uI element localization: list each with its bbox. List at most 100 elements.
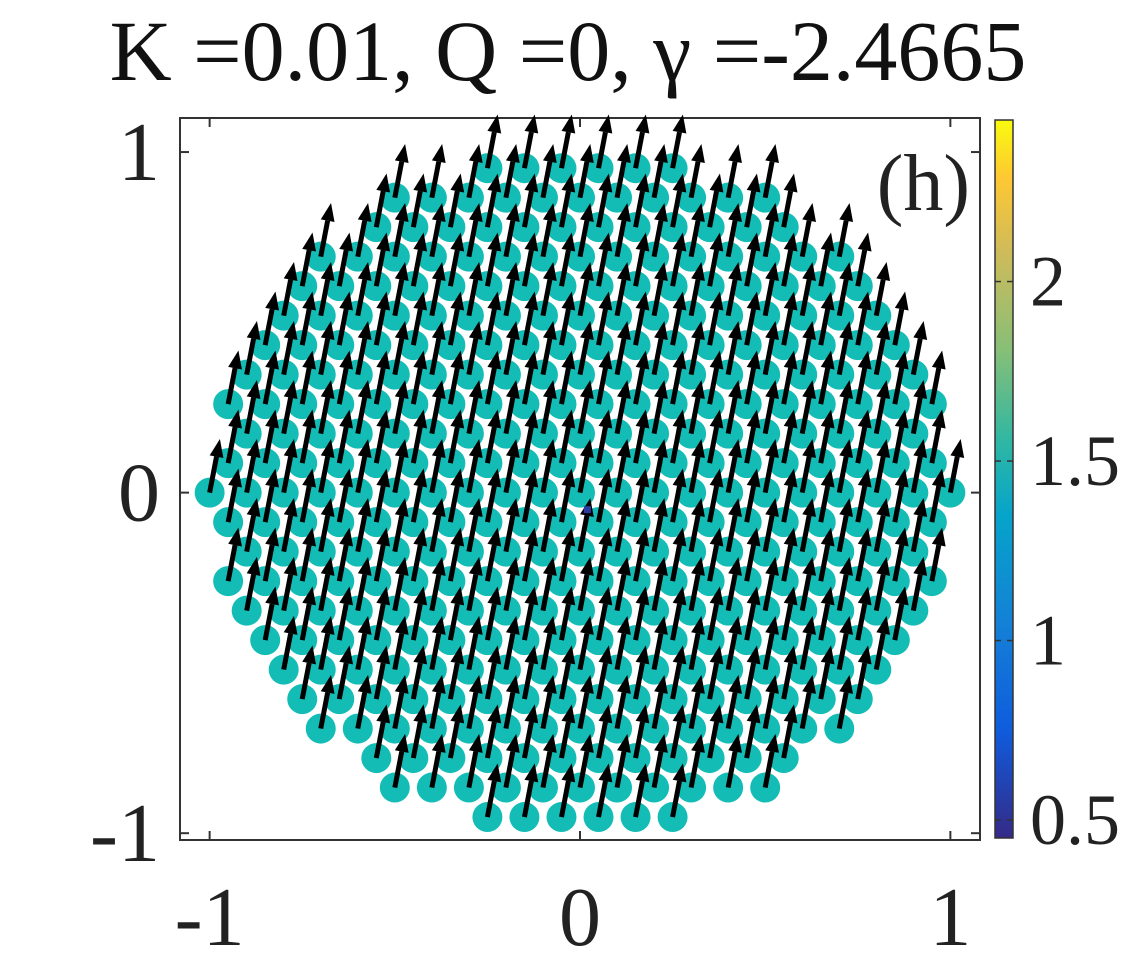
- vector-shaft: [318, 574, 331, 612]
- vector-head: [691, 261, 705, 281]
- vector-head: [302, 586, 316, 606]
- vector-head: [561, 173, 576, 193]
- vector-shaft: [392, 397, 405, 435]
- vector-head: [468, 438, 483, 458]
- vector-shaft: [799, 574, 812, 612]
- vector-shaft: [725, 574, 738, 612]
- vector-head: [654, 674, 668, 694]
- vector-shaft: [207, 456, 219, 494]
- vector-head: [672, 409, 687, 429]
- vector-shaft: [707, 721, 719, 759]
- vector-shaft: [707, 544, 719, 582]
- vector-shaft: [503, 279, 516, 317]
- vector-head: [654, 733, 668, 753]
- vector-shaft: [299, 662, 312, 700]
- vector-shaft: [762, 220, 775, 258]
- vector-head: [487, 645, 502, 665]
- vector-head: [654, 438, 668, 458]
- vector-shaft: [410, 603, 423, 641]
- vector-shaft: [336, 426, 349, 464]
- vector-shaft: [651, 279, 664, 317]
- vector-head: [394, 320, 409, 340]
- vector-shaft: [410, 721, 423, 759]
- vector-shaft: [262, 544, 275, 582]
- vector-shaft: [725, 515, 738, 553]
- vector-head: [487, 291, 502, 311]
- vector-shaft: [725, 456, 738, 494]
- colorbar-tick-label: 2: [1030, 242, 1066, 322]
- vector-shaft: [596, 544, 608, 582]
- vector-head: [468, 674, 483, 694]
- vector-shaft: [521, 780, 534, 818]
- vector-head: [376, 350, 391, 370]
- vector-head: [635, 704, 650, 724]
- vector-shaft: [429, 338, 442, 376]
- vector-head: [728, 144, 742, 164]
- vector-head: [468, 320, 483, 340]
- vector-head: [302, 232, 316, 252]
- vector-shaft: [688, 456, 701, 494]
- vector-head: [913, 320, 928, 340]
- vector-head: [728, 438, 742, 458]
- vector-head: [894, 409, 909, 429]
- vector-shaft: [429, 456, 442, 494]
- vector-head: [487, 232, 502, 252]
- vector-head: [820, 409, 835, 429]
- vector-shaft: [447, 367, 460, 405]
- vector-head: [654, 144, 668, 164]
- vector-shaft: [799, 397, 812, 435]
- vector-head: [302, 527, 316, 547]
- vector-shaft: [540, 751, 553, 789]
- vector-head: [228, 409, 242, 429]
- vector-shaft: [633, 485, 645, 523]
- vector-head: [894, 586, 909, 606]
- vector-head: [857, 232, 872, 252]
- vector-shaft: [466, 456, 479, 494]
- vector-head: [598, 527, 613, 547]
- vector-head: [894, 350, 909, 370]
- vector-shaft: [355, 456, 368, 494]
- vector-shaft: [873, 633, 886, 671]
- vector-shaft: [447, 603, 460, 641]
- vector-shaft: [244, 456, 257, 494]
- vector-head: [376, 645, 391, 665]
- vector-head: [302, 468, 316, 488]
- vector-shaft: [633, 721, 645, 759]
- vector-shaft: [725, 751, 738, 789]
- vector-head: [783, 173, 798, 193]
- vector-head: [561, 704, 576, 724]
- vector-shaft: [281, 279, 294, 317]
- vector-shaft: [707, 662, 719, 700]
- vector-head: [709, 527, 724, 547]
- vector-shaft: [670, 780, 682, 818]
- vector-shaft: [318, 456, 331, 494]
- vector-shaft: [855, 308, 868, 346]
- vector-shaft: [614, 456, 627, 494]
- vector-head: [617, 144, 631, 164]
- vector-shaft: [596, 780, 608, 818]
- vector-head: [617, 615, 631, 635]
- vector-head: [561, 645, 576, 665]
- vector-shaft: [484, 662, 497, 700]
- vector-shaft: [429, 633, 442, 671]
- vector-head: [505, 674, 520, 694]
- vector-shaft: [818, 426, 831, 464]
- vector-head: [598, 114, 613, 134]
- vector-head: [857, 586, 872, 606]
- vector-shaft: [521, 249, 534, 287]
- vector-head: [487, 527, 502, 547]
- vector-head: [635, 645, 650, 665]
- vector-head: [246, 556, 261, 576]
- vector-head: [617, 556, 631, 576]
- vector-shaft: [688, 515, 701, 553]
- vector-head: [468, 497, 483, 517]
- vector-head: [524, 645, 539, 665]
- vector-head: [580, 261, 594, 281]
- vector-shaft: [781, 544, 794, 582]
- vector-shaft: [244, 574, 257, 612]
- vector-head: [802, 320, 816, 340]
- vector-head: [357, 438, 372, 458]
- vector-head: [450, 173, 465, 193]
- vector-shaft: [670, 308, 682, 346]
- vector-shaft: [299, 249, 312, 287]
